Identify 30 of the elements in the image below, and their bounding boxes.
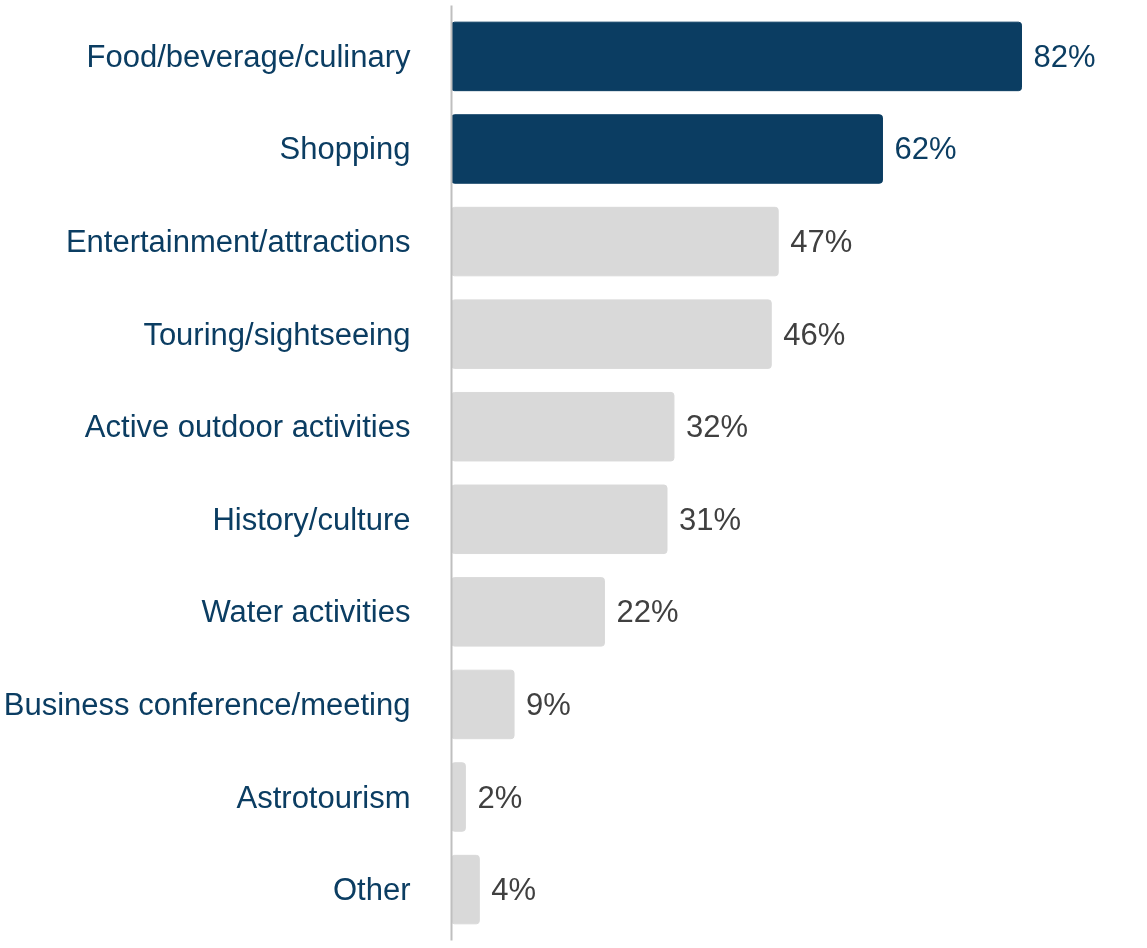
y-tick-label: Touring/sightseeing [143,316,411,352]
y-tick-label: Other [332,872,411,908]
data-label: 82% [1033,38,1096,74]
y-tick-label: Active outdoor activities [84,409,411,445]
data-label: 2% [477,779,523,815]
data-label: 22% [616,594,679,630]
y-tick-label: Water activities [201,594,411,630]
bar [451,206,779,277]
bar [451,577,605,647]
y-tick-label: Food/beverage/culinary [86,38,411,74]
bar [451,299,772,369]
data-label: 32% [685,409,748,445]
data-label: 31% [678,501,742,537]
y-tick-label: Business conference/meeting [3,686,411,722]
bar [451,484,668,555]
data-label: 46% [783,316,846,352]
bar [451,669,515,740]
bar [451,854,480,925]
y-tick-label: Entertainment/attractions [65,224,411,260]
bar [451,762,466,832]
data-label: 9% [526,686,571,722]
y-tick-label: Astrotourism [236,779,411,815]
data-label: 62% [894,131,957,167]
y-tick-label: Shopping [279,131,411,167]
data-label: 4% [491,872,537,908]
data-label: 47% [790,224,853,260]
y-tick-label: History/culture [212,501,411,537]
bar [451,21,1022,92]
bar [451,114,883,184]
bar [451,391,675,462]
